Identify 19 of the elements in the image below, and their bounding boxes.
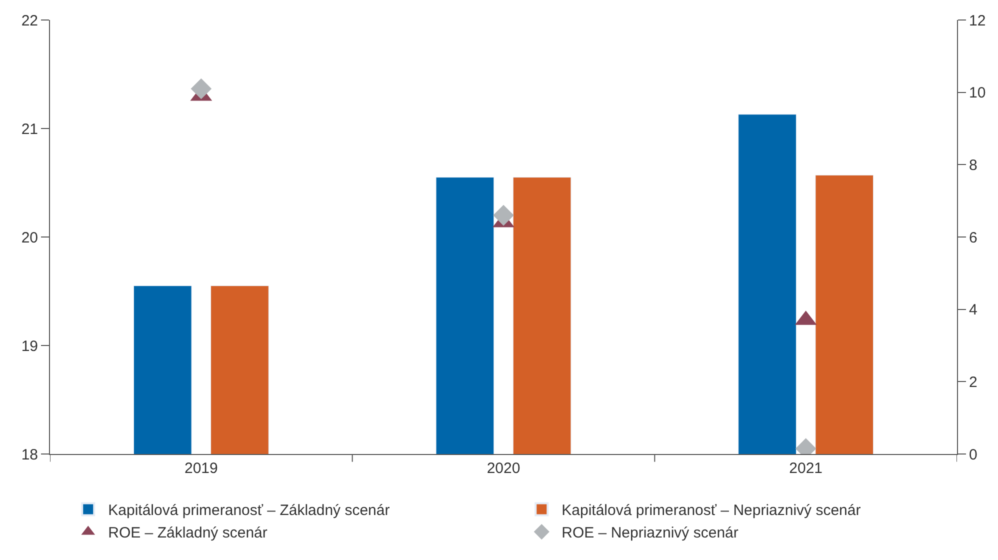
y-tick-label: 20 [21,229,38,246]
legend-label: ROE – Nepriaznivý scenár [562,524,738,542]
y2-tick-label: 6 [969,229,978,246]
legend-label: Kapitálová primeranosť – Nepriaznivý scenár [562,502,861,520]
y2-tick-label: 12 [969,12,986,30]
y2-tick-label: 2 [969,374,978,391]
x-tick-label: 2020 [486,460,520,477]
y-tick-label: 19 [21,338,38,355]
y2-tick-label: 8 [969,156,978,174]
y-tick-label: 18 [21,446,38,464]
x-tick-label: 2019 [184,460,218,477]
y-tick-label: 21 [21,120,38,138]
y2-tick-label: 4 [969,302,978,319]
legend-label: Kapitálová primeranosť – Základný scenár [108,502,390,520]
y-tick-label: 22 [21,12,38,30]
y2-tick-label: 10 [969,84,986,102]
x-tick-label: 2021 [789,460,823,477]
legend-label: ROE – Základný scenár [108,524,268,542]
y2-tick-label: 0 [969,446,978,464]
